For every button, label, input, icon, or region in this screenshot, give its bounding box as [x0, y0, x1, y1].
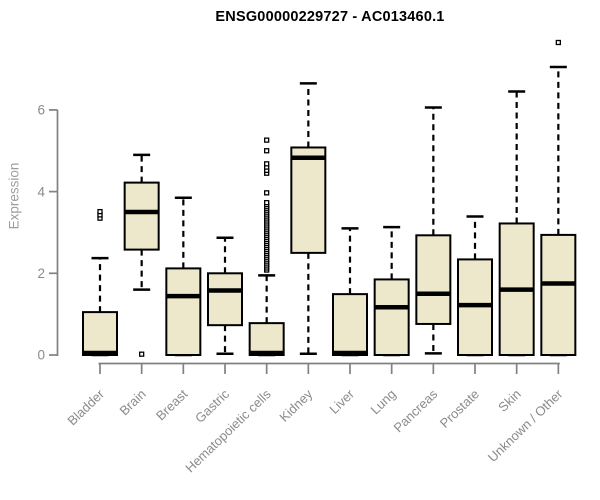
x-category-label: Gastric — [192, 386, 232, 426]
iqr-box — [248, 322, 285, 356]
x-category-label: Kidney — [276, 386, 315, 425]
outlier-point — [555, 39, 561, 46]
x-category-label: Bladder — [64, 386, 107, 428]
iqr-box — [123, 181, 160, 251]
x-category-label: Pancreas — [390, 386, 440, 435]
x-category-label: Prostate — [437, 386, 482, 430]
box-prostate — [457, 215, 494, 357]
box-bladder — [82, 208, 118, 357]
box-skin — [498, 90, 535, 357]
box-unknown-other — [540, 39, 577, 357]
box-pancreas — [415, 106, 452, 355]
outlier-point — [264, 199, 270, 206]
iqr-box — [373, 278, 410, 356]
outlier-point — [97, 208, 103, 215]
x-category-label: Liver — [326, 386, 357, 417]
box-breast — [165, 196, 202, 357]
chart-title: ENSG00000229727 - AC013460.1 — [215, 9, 445, 25]
x-category-label: Skin — [495, 386, 524, 414]
y-tick-label: 6 — [37, 103, 45, 118]
iqr-box — [165, 267, 202, 357]
box-lung — [373, 225, 410, 357]
x-category-label: Brain — [116, 386, 148, 418]
iqr-box — [540, 233, 577, 356]
outlier-point — [264, 137, 270, 143]
box-gastric — [207, 236, 244, 356]
outlier-point — [264, 148, 270, 154]
y-tick-label: 4 — [37, 184, 45, 199]
box-hematopoietic-cells — [248, 137, 285, 357]
box-kidney — [290, 82, 327, 356]
outlier-point — [139, 351, 145, 357]
y-tick-label: 2 — [37, 266, 45, 281]
x-category-label: Breast — [153, 386, 191, 423]
y-axis: 0 2 4 6 — [37, 103, 59, 363]
outlier-point — [264, 190, 270, 196]
x-category-label: Unknown / Other — [485, 386, 566, 465]
x-category-label: Lung — [368, 386, 399, 417]
outlier-point — [264, 161, 270, 167]
box-brain — [123, 153, 160, 357]
iqr-box — [82, 311, 118, 357]
iqr-box — [332, 293, 369, 357]
iqr-box — [415, 234, 452, 325]
box-liver — [332, 227, 369, 357]
iqr-box — [290, 146, 327, 254]
iqr-box — [207, 272, 244, 327]
y-tick-label: 0 — [37, 348, 45, 363]
